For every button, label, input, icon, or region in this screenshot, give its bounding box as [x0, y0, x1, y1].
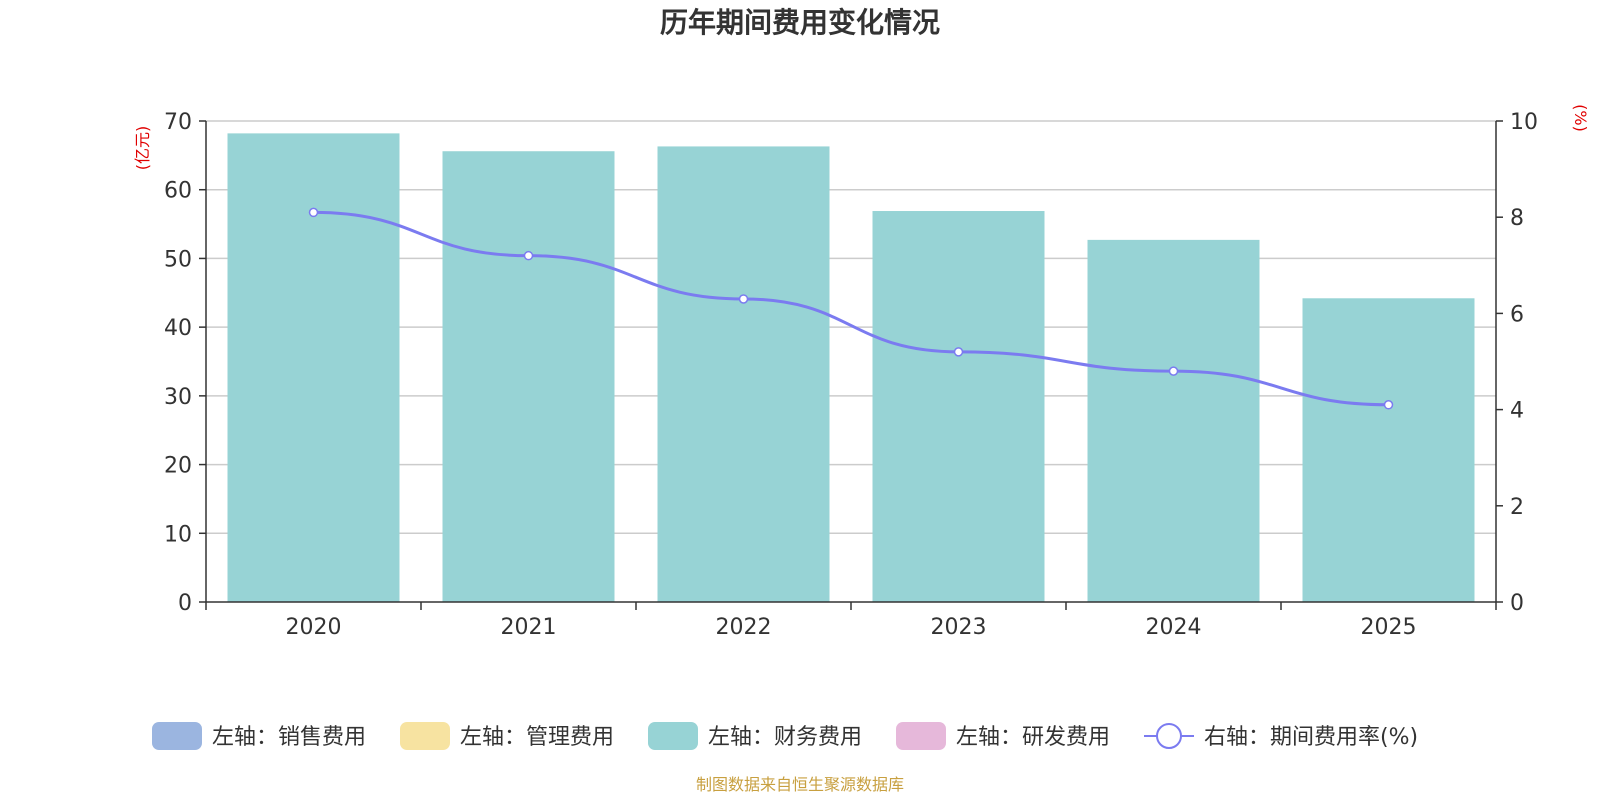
- axes: 0 10 20 30 40 50 60 70 0 2 4 6 8 10 2020 2021 2022 2023 20…: [164, 110, 1538, 640]
- x-axis-tick-label: 2022: [716, 615, 772, 640]
- right-axis-unit: (%): [1571, 104, 1590, 132]
- left-axis-tick-label: 70: [164, 110, 192, 135]
- left-axis-tick-label: 0: [178, 591, 192, 616]
- legend-swatch: [896, 722, 946, 750]
- line-series: [308, 207, 1394, 410]
- right-axis-tick-label: 4: [1510, 399, 1524, 424]
- right-axis-tick-label: 6: [1510, 302, 1524, 327]
- source-note: 制图数据来自恒生聚源数据库: [696, 775, 904, 794]
- bar-series: [227, 133, 1475, 602]
- line-point: [523, 250, 534, 261]
- x-axis-tick-label: 2020: [286, 615, 342, 640]
- left-axis-tick-label: 20: [164, 454, 192, 479]
- legend-swatch: [152, 722, 202, 750]
- legend-swatch: [400, 722, 450, 750]
- line-point: [738, 294, 749, 304]
- x-axis-tick-label: 2024: [1146, 615, 1202, 640]
- line-point: [308, 207, 319, 218]
- left-axis-unit: (亿元): [133, 126, 152, 171]
- legend-marker: [1156, 723, 1182, 749]
- bar: [657, 146, 830, 602]
- line-point: [1383, 400, 1394, 410]
- x-axis-tick-label: 2023: [931, 615, 987, 640]
- bar: [872, 211, 1045, 602]
- left-axis-tick-label: 40: [164, 316, 192, 341]
- legend: 左轴：销售费用 左轴：管理费用 左轴：财务费用 左轴：研发费用 右轴：期间费用率(%): [152, 722, 1418, 750]
- right-axis-tick-label: 2: [1510, 495, 1524, 520]
- x-axis-tick-label: 2021: [501, 615, 557, 640]
- legend-label: 左轴：研发费用: [956, 725, 1110, 750]
- right-axis-tick-label: 10: [1510, 110, 1538, 135]
- right-axis-tick-label: 8: [1510, 206, 1524, 231]
- legend-label: 右轴：期间费用率(%): [1204, 725, 1418, 750]
- bar: [442, 151, 615, 602]
- bar: [1302, 298, 1475, 602]
- left-axis-tick-label: 50: [164, 247, 192, 272]
- grid-lines: [206, 120, 1496, 535]
- legend-label: 左轴：财务费用: [708, 725, 862, 750]
- left-axis-tick-label: 10: [164, 522, 192, 547]
- bar: [1087, 239, 1260, 602]
- chart-title: 历年期间费用变化情况: [660, 6, 940, 39]
- line-series-path: [313, 210, 1389, 407]
- line-point: [953, 347, 964, 357]
- legend-label: 左轴：管理费用: [460, 725, 614, 750]
- left-axis-tick-label: 60: [164, 179, 192, 204]
- x-axis-tick-label: 2025: [1361, 615, 1417, 640]
- line-point: [1168, 366, 1179, 376]
- legend-swatch: [648, 722, 698, 750]
- left-axis-tick-label: 30: [164, 385, 192, 410]
- right-axis-tick-label: 0: [1510, 591, 1524, 616]
- legend-label: 左轴：销售费用: [212, 725, 366, 750]
- bar: [227, 133, 400, 602]
